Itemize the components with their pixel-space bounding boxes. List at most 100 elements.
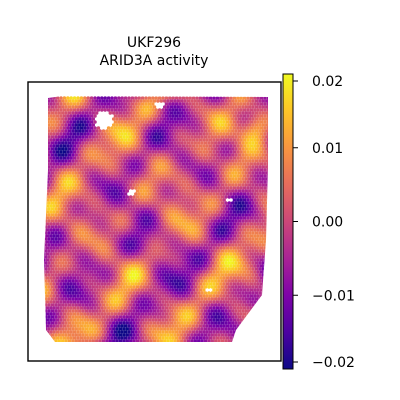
spot <box>200 279 204 283</box>
spot <box>134 126 138 130</box>
spot <box>152 171 157 175</box>
spot <box>74 207 79 211</box>
spot <box>161 156 165 160</box>
spot <box>253 312 257 316</box>
spot <box>178 102 182 106</box>
spot <box>140 282 145 286</box>
spot <box>225 174 230 178</box>
spot <box>115 309 119 313</box>
spot <box>253 102 257 106</box>
spot <box>178 204 182 208</box>
spot <box>76 174 80 178</box>
spot <box>96 180 101 184</box>
spot <box>105 207 109 211</box>
spot <box>213 219 218 223</box>
spot <box>134 252 138 256</box>
spot <box>154 318 158 322</box>
spot <box>44 258 46 262</box>
spot <box>208 192 213 196</box>
spot <box>207 165 211 169</box>
spot <box>128 213 133 217</box>
spot <box>149 123 153 127</box>
spot <box>237 255 242 259</box>
spot <box>123 210 128 214</box>
spot <box>176 99 181 103</box>
spot <box>185 312 189 316</box>
spot <box>101 153 106 157</box>
spot <box>47 213 51 217</box>
spot <box>242 156 247 160</box>
spot <box>249 186 254 190</box>
spot <box>157 192 162 196</box>
spot <box>94 279 99 283</box>
spot <box>83 114 87 118</box>
spot <box>230 255 235 259</box>
spot <box>137 156 141 160</box>
spot <box>149 117 153 121</box>
spot <box>174 204 179 208</box>
spot <box>198 210 203 214</box>
spot <box>139 171 143 175</box>
spot <box>44 201 48 205</box>
spot <box>253 150 257 154</box>
spot <box>215 288 220 292</box>
spot <box>210 261 215 265</box>
spot <box>244 201 249 205</box>
spot <box>93 246 97 250</box>
spot <box>190 195 194 199</box>
spot <box>263 204 267 208</box>
spot <box>108 129 113 133</box>
spot <box>67 99 72 103</box>
spot <box>193 231 198 235</box>
spot <box>266 126 268 130</box>
spot <box>207 315 211 319</box>
spot <box>145 213 150 217</box>
spot <box>185 240 189 244</box>
spot <box>59 96 63 100</box>
spot <box>183 267 187 271</box>
spot <box>50 105 55 109</box>
spot <box>220 219 225 223</box>
spot <box>110 282 114 286</box>
spot <box>110 126 114 130</box>
spot <box>93 156 97 160</box>
spot <box>110 102 114 106</box>
spot <box>67 291 72 295</box>
spot <box>76 282 80 286</box>
spot <box>67 297 72 301</box>
spot <box>164 312 169 316</box>
spot <box>185 150 189 154</box>
spot <box>98 129 102 133</box>
spot <box>246 114 250 118</box>
spot <box>179 237 184 241</box>
spot <box>159 213 164 217</box>
spot <box>242 168 247 172</box>
spot <box>249 120 254 124</box>
spot <box>69 288 73 292</box>
spot <box>122 249 126 253</box>
spot <box>237 165 242 169</box>
spot <box>261 249 266 253</box>
spot <box>67 249 72 253</box>
spot <box>256 198 260 202</box>
spot <box>137 276 141 280</box>
spot <box>161 222 165 226</box>
spot <box>100 180 104 184</box>
spot <box>60 285 65 289</box>
spot <box>44 228 46 232</box>
spot <box>57 309 62 313</box>
spot <box>134 234 138 238</box>
spot <box>186 195 191 199</box>
spot <box>185 270 189 274</box>
spot <box>147 258 152 262</box>
spot <box>249 216 254 220</box>
spot <box>106 102 111 106</box>
spot <box>215 294 220 298</box>
spot <box>169 147 174 151</box>
spot <box>208 210 213 214</box>
spot <box>64 273 68 277</box>
spot <box>69 300 73 304</box>
spot <box>162 261 167 265</box>
spot <box>77 123 82 127</box>
spot <box>202 168 206 172</box>
